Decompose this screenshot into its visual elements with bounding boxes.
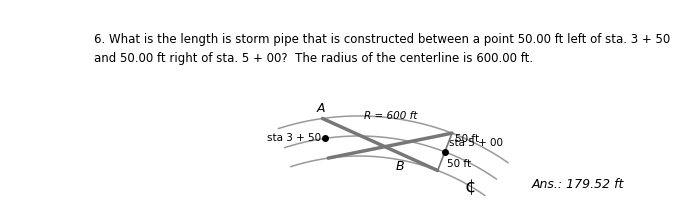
Text: sta 5 + 00: sta 5 + 00: [449, 138, 503, 148]
Text: A: A: [316, 102, 326, 115]
Text: Ans.: 179.52 ft: Ans.: 179.52 ft: [531, 178, 624, 191]
Text: B: B: [395, 160, 404, 173]
Text: 6. What is the length is storm pipe that is constructed between a point 50.00 ft: 6. What is the length is storm pipe that…: [94, 33, 670, 65]
Text: R = 600 ft: R = 600 ft: [364, 111, 418, 121]
Text: 50 ft: 50 ft: [455, 134, 479, 144]
Text: sta 3 + 50: sta 3 + 50: [267, 133, 321, 143]
Text: 50 ft: 50 ft: [447, 159, 472, 169]
Text: ¢: ¢: [465, 178, 476, 196]
